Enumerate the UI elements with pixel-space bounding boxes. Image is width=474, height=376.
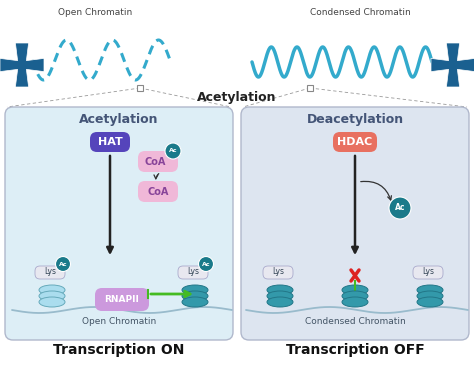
Text: Acetylation: Acetylation (197, 91, 277, 105)
Ellipse shape (267, 285, 293, 295)
Ellipse shape (182, 297, 208, 307)
Text: Transcription OFF: Transcription OFF (286, 343, 424, 357)
Ellipse shape (417, 291, 443, 301)
Text: Condensed Chromatin: Condensed Chromatin (310, 8, 410, 17)
FancyBboxPatch shape (178, 266, 208, 279)
Text: Deacetylation: Deacetylation (306, 114, 403, 126)
FancyBboxPatch shape (138, 181, 178, 202)
Text: Condensed Chromatin: Condensed Chromatin (305, 317, 405, 326)
Text: Lys: Lys (44, 267, 56, 276)
Ellipse shape (417, 285, 443, 295)
Text: Ac: Ac (202, 261, 210, 267)
Text: Lys: Lys (187, 267, 199, 276)
Text: HDAC: HDAC (337, 137, 373, 147)
Ellipse shape (417, 297, 443, 307)
Ellipse shape (39, 285, 65, 295)
Text: Ac: Ac (59, 261, 67, 267)
Text: RNAPII: RNAPII (105, 296, 139, 305)
FancyBboxPatch shape (35, 266, 65, 279)
Text: Lys: Lys (272, 267, 284, 276)
Text: CoA: CoA (147, 187, 169, 197)
Ellipse shape (342, 291, 368, 301)
FancyBboxPatch shape (138, 151, 178, 172)
FancyBboxPatch shape (333, 132, 377, 152)
Text: Open Chromatin: Open Chromatin (82, 317, 156, 326)
Polygon shape (431, 43, 474, 87)
Ellipse shape (267, 291, 293, 301)
Ellipse shape (182, 285, 208, 295)
Text: CoA: CoA (144, 157, 166, 167)
Text: Ac: Ac (395, 203, 405, 212)
FancyBboxPatch shape (413, 266, 443, 279)
Text: Ac: Ac (169, 149, 177, 153)
Bar (137, 85, 143, 91)
Circle shape (389, 197, 411, 219)
Ellipse shape (39, 291, 65, 301)
Bar (307, 85, 313, 91)
FancyBboxPatch shape (90, 132, 130, 152)
Ellipse shape (342, 285, 368, 295)
FancyBboxPatch shape (95, 288, 149, 311)
FancyBboxPatch shape (263, 266, 293, 279)
Text: HAT: HAT (98, 137, 122, 147)
Circle shape (199, 256, 213, 271)
Circle shape (165, 143, 181, 159)
Ellipse shape (342, 297, 368, 307)
Text: Open Chromatin: Open Chromatin (58, 8, 132, 17)
Ellipse shape (182, 291, 208, 301)
Ellipse shape (267, 297, 293, 307)
Circle shape (55, 256, 71, 271)
Ellipse shape (39, 297, 65, 307)
FancyBboxPatch shape (5, 107, 233, 340)
Text: Acetylation: Acetylation (79, 114, 159, 126)
Polygon shape (0, 43, 44, 87)
FancyBboxPatch shape (241, 107, 469, 340)
Text: Lys: Lys (422, 267, 434, 276)
Text: Transcription ON: Transcription ON (53, 343, 185, 357)
